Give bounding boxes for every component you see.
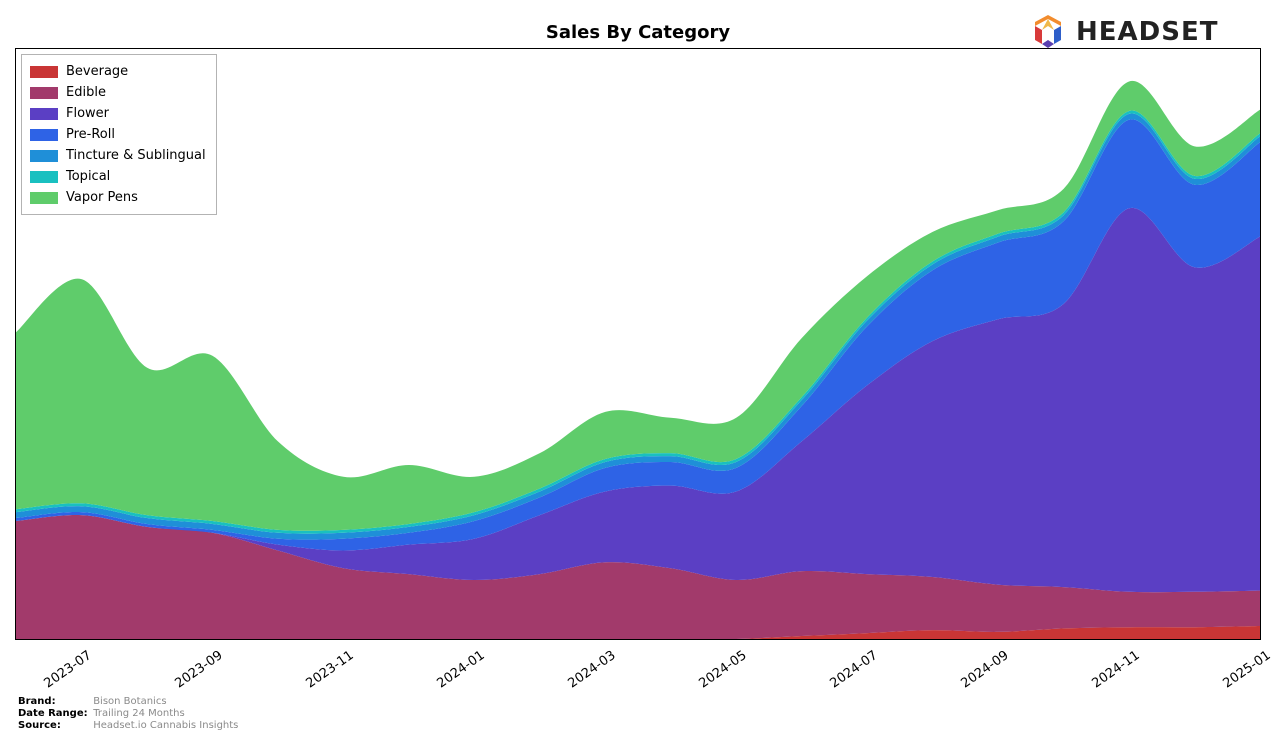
legend-item-topical: Topical [30, 166, 206, 187]
legend-swatch [30, 108, 58, 120]
legend-item-beverage: Beverage [30, 61, 206, 82]
meta-range-label: Date Range: [18, 708, 90, 720]
headset-logo-text: HEADSET [1076, 17, 1218, 47]
legend-label: Beverage [66, 64, 128, 79]
x-tick-label: 2024-05 [697, 648, 750, 691]
container: Sales By Category HEADSET BeverageEdible… [0, 0, 1276, 745]
legend-label: Edible [66, 85, 106, 100]
legend-item-edible: Edible [30, 82, 206, 103]
meta-range-value: Trailing 24 Months [93, 708, 185, 719]
x-tick-label: 2023-11 [304, 648, 357, 691]
x-axis-labels: 2023-07 2023-09 2023-11 2024-01 2024-03 2024-… [15, 644, 1261, 694]
legend-item-vapor-pens: Vapor Pens [30, 187, 206, 208]
legend-item-pre-roll: Pre-Roll [30, 124, 206, 145]
meta-brand-label: Brand: [18, 696, 90, 708]
legend-label: Pre-Roll [66, 127, 115, 142]
legend-item-tincture-sublingual: Tincture & Sublingual [30, 145, 206, 166]
x-tick-label: 2023-07 [42, 648, 95, 691]
legend-label: Flower [66, 106, 109, 121]
legend-swatch [30, 192, 58, 204]
meta-source-row: Source: Headset.io Cannabis Insights [18, 720, 238, 732]
legend-label: Topical [66, 169, 110, 184]
meta-source-label: Source: [18, 720, 90, 732]
x-tick-label: 2024-01 [435, 648, 488, 691]
x-tick-label: 2023-09 [173, 648, 226, 691]
x-tick-label: 2024-11 [1090, 648, 1143, 691]
x-tick-label: 2024-09 [959, 648, 1012, 691]
meta-range-row: Date Range: Trailing 24 Months [18, 708, 238, 720]
x-tick-label: 2024-03 [566, 648, 619, 691]
headset-logo-icon [1028, 12, 1068, 52]
x-tick-label: 2024-07 [828, 648, 881, 691]
legend-swatch [30, 87, 58, 99]
legend-swatch [30, 150, 58, 162]
legend: Beverage Edible Flower Pre-Roll Tincture & S… [21, 54, 217, 215]
legend-swatch [30, 171, 58, 183]
legend-item-flower: Flower [30, 103, 206, 124]
legend-swatch [30, 66, 58, 78]
meta-brand-row: Brand: Bison Botanics [18, 696, 238, 708]
x-tick-label: 2025-01 [1220, 648, 1273, 691]
chart-metadata: Brand: Bison Botanics Date Range: Traili… [18, 696, 238, 732]
meta-brand-value: Bison Botanics [93, 696, 166, 707]
meta-source-value: Headset.io Cannabis Insights [93, 720, 238, 731]
legend-label: Vapor Pens [66, 190, 138, 205]
legend-label: Tincture & Sublingual [66, 148, 206, 163]
legend-swatch [30, 129, 58, 141]
